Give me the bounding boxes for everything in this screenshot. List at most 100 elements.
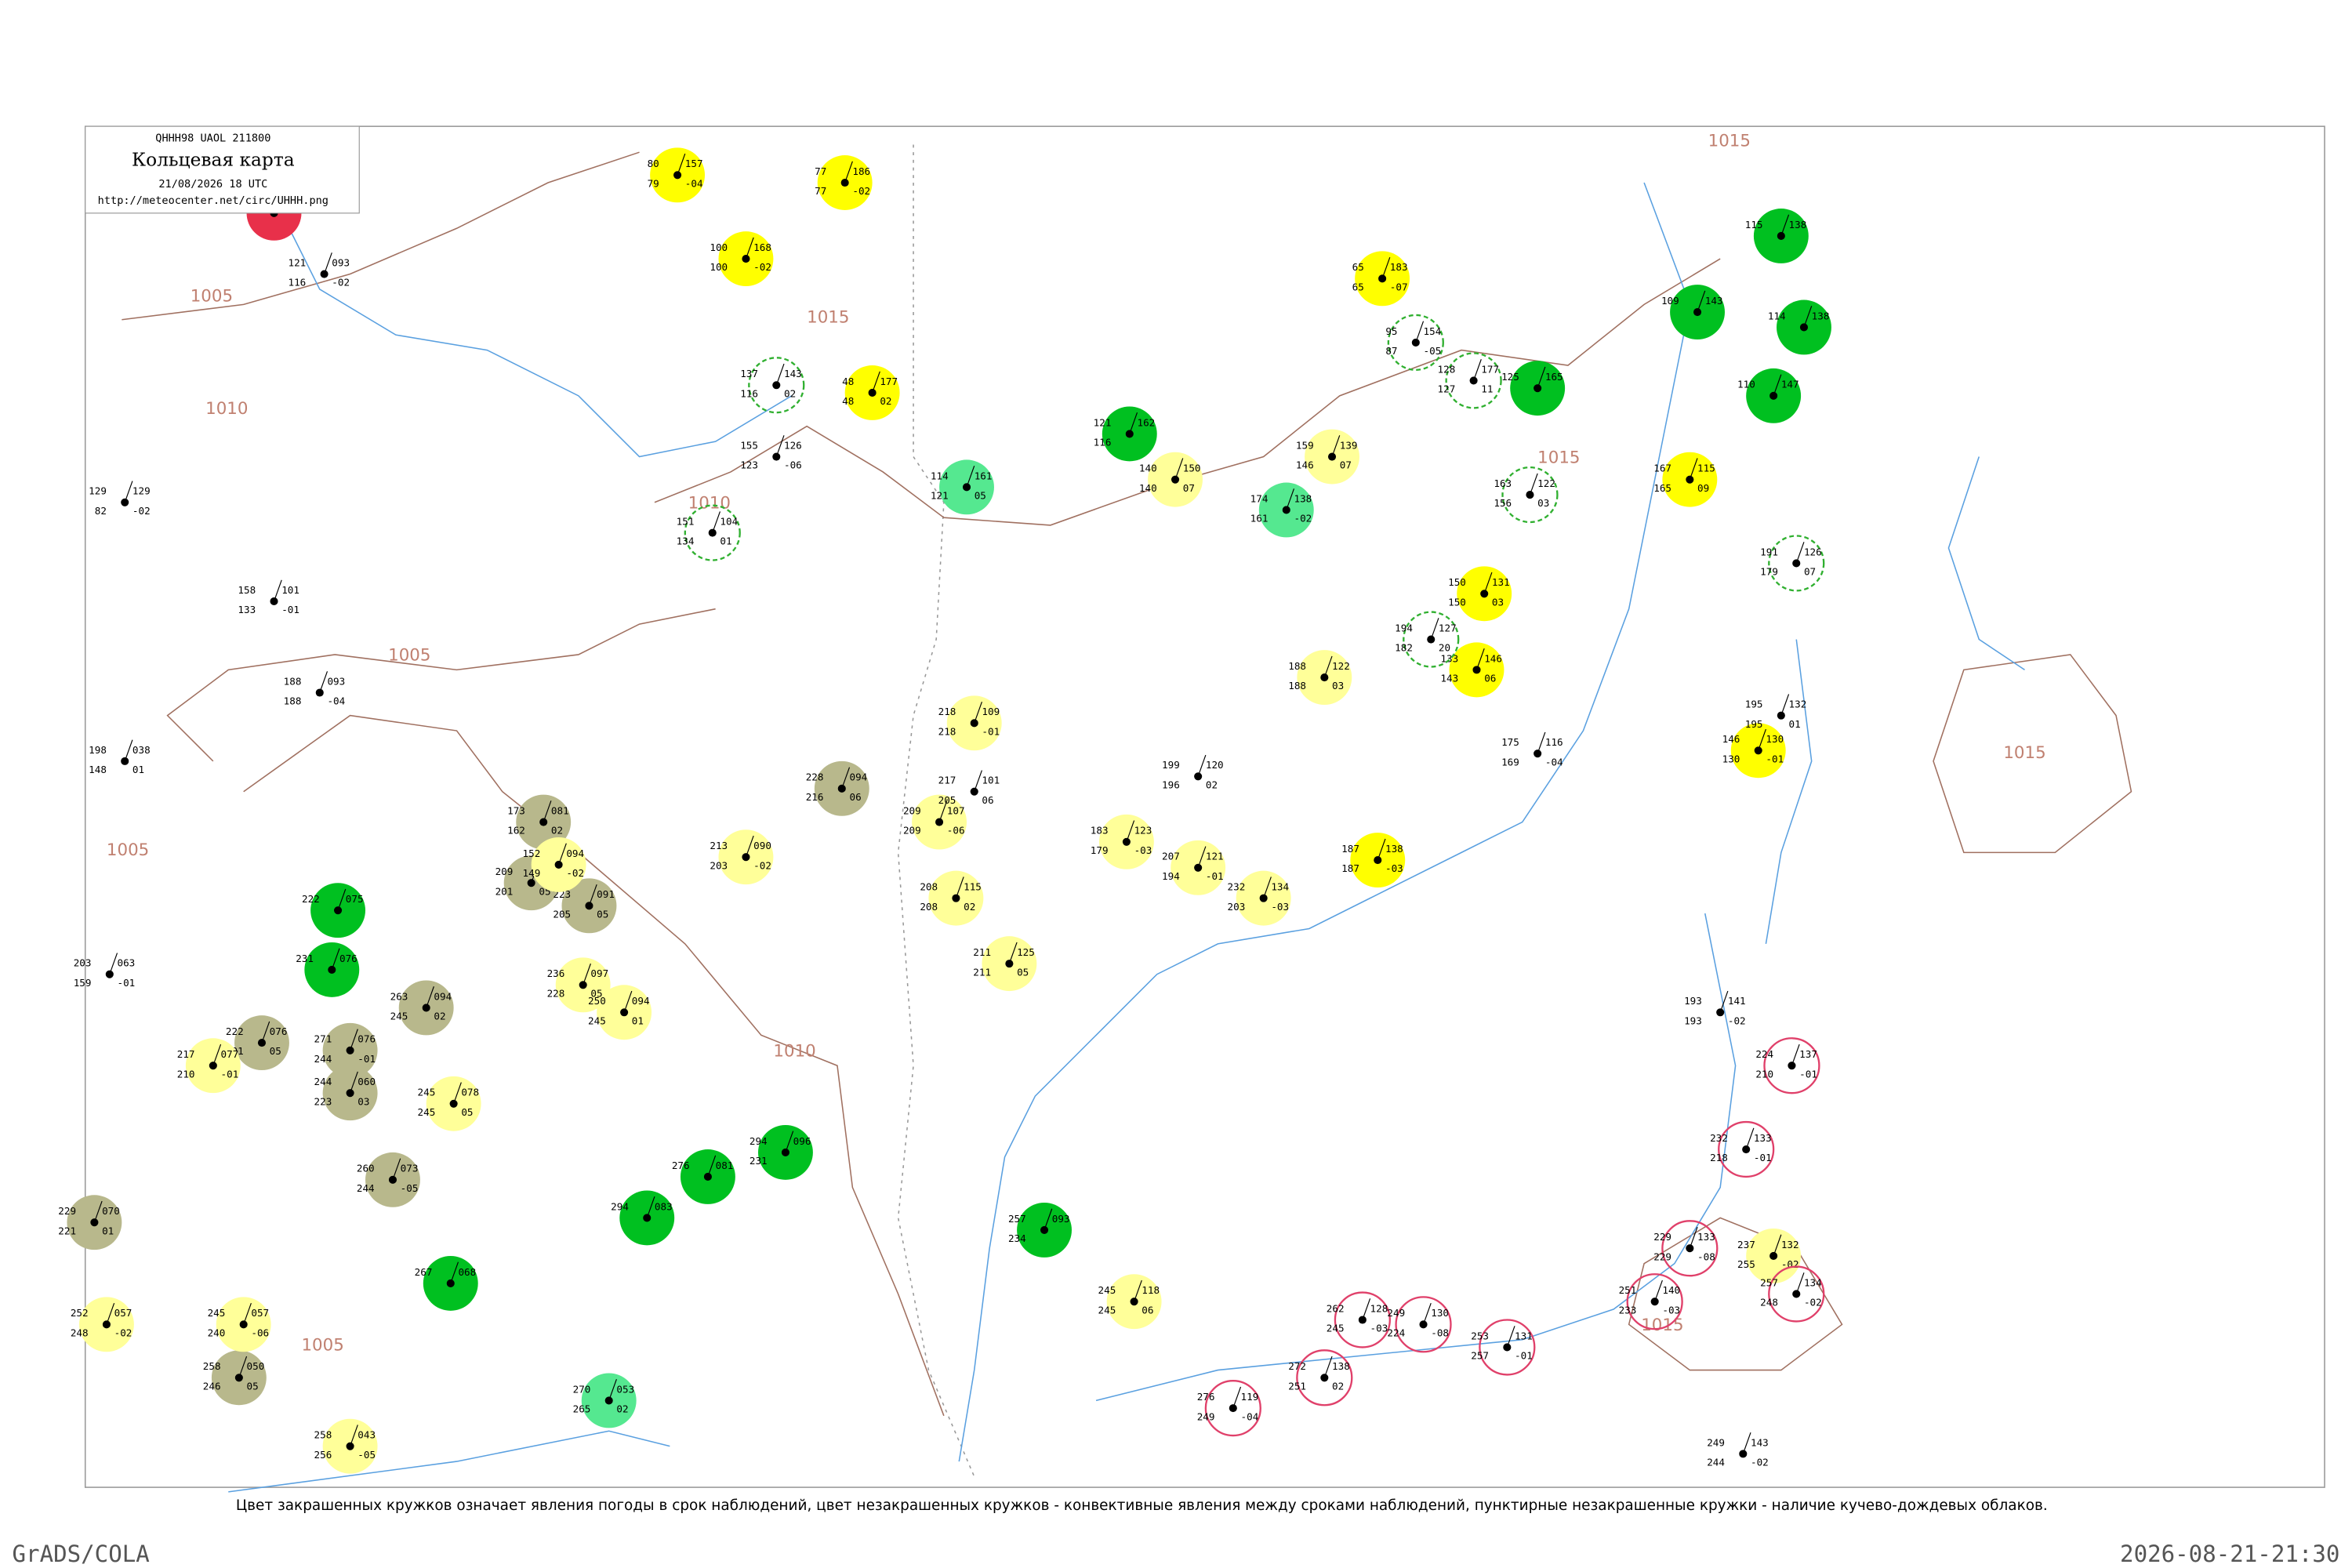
isobar-label: 1005 xyxy=(191,286,233,306)
station-circle xyxy=(1296,1349,1353,1406)
station-value: 183 xyxy=(1091,825,1109,837)
station-value: 133 xyxy=(1754,1132,1772,1144)
station-value: 09 xyxy=(1697,482,1709,494)
station-value: 232 xyxy=(1710,1132,1728,1144)
wind-barb xyxy=(1475,648,1485,670)
station-value: 209 xyxy=(903,825,921,837)
station: 208 115 208 02 xyxy=(920,870,984,926)
station-circle xyxy=(1387,314,1444,372)
station-value: 100 xyxy=(710,241,728,253)
station-value: 094 xyxy=(566,848,584,859)
station-value: 122 xyxy=(1332,660,1350,672)
station-value: 146 xyxy=(1484,652,1502,664)
station-value: 081 xyxy=(716,1160,734,1171)
station-value: 134 xyxy=(1804,1276,1822,1288)
station: 232 134 203 -03 xyxy=(1228,870,1291,926)
station-value: -03 xyxy=(1271,901,1289,913)
station-circle xyxy=(1768,1265,1825,1323)
station-dot xyxy=(105,970,114,978)
station-value: 122 xyxy=(1537,477,1555,489)
station-dot xyxy=(1739,1450,1748,1458)
station-value: 150 xyxy=(1183,463,1201,474)
station-value: 137 xyxy=(1799,1048,1817,1060)
station-dot xyxy=(1005,960,1014,968)
station-value: 252 xyxy=(71,1307,89,1319)
station-value: -01 xyxy=(118,977,136,989)
station-dot xyxy=(1742,1145,1751,1154)
station-value: 208 xyxy=(920,881,938,893)
station-value: 05 xyxy=(247,1380,259,1392)
station-value: 05 xyxy=(597,908,608,920)
wind-barb xyxy=(1232,1386,1242,1409)
station: 65 183 65 -07 xyxy=(1352,251,1410,307)
station-value: 126 xyxy=(1804,546,1822,557)
station-value: 265 xyxy=(573,1403,591,1415)
station-value: 147 xyxy=(1781,379,1799,390)
station-dot xyxy=(1374,856,1382,865)
station-value: 078 xyxy=(461,1087,479,1098)
wind-barb xyxy=(1795,542,1805,564)
station-value: 65 xyxy=(1352,281,1364,292)
station-dot xyxy=(579,981,587,989)
station-dot xyxy=(257,1039,267,1047)
station: 228 094 216 06 xyxy=(806,760,869,816)
wind-barb xyxy=(212,1044,222,1066)
station: 159 139 146 07 xyxy=(1296,429,1359,485)
station-value: 01 xyxy=(102,1225,114,1236)
station-value: 48 xyxy=(842,376,854,387)
wind-barb xyxy=(1134,1279,1142,1302)
wind-barb xyxy=(841,767,851,789)
station-value: 95 xyxy=(1385,325,1397,337)
station-value: -03 xyxy=(1385,862,1403,874)
station-value: 161 xyxy=(1250,513,1269,524)
station-value: 224 xyxy=(1387,1327,1405,1338)
station-value: 249 xyxy=(1197,1410,1215,1422)
station-dot xyxy=(1769,391,1778,400)
station-value: 245 xyxy=(418,1087,436,1098)
station-value: 196 xyxy=(1162,779,1180,790)
station-dot xyxy=(1194,863,1203,872)
station: 146 130 130 -01 xyxy=(1722,723,1786,779)
station: 224 137 210 -01 xyxy=(1755,1037,1820,1094)
station-value: 02 xyxy=(551,825,563,837)
station-value: 129 xyxy=(89,485,107,497)
wind-barb xyxy=(331,948,340,971)
station-circle xyxy=(1479,1319,1536,1376)
wind-barb xyxy=(1377,838,1386,861)
wind-barb xyxy=(1773,1234,1782,1257)
station-value: 03 xyxy=(1332,680,1344,691)
station-value: 06 xyxy=(1484,673,1496,684)
station-circle xyxy=(748,357,805,414)
wind-barb xyxy=(124,481,133,503)
station-value: 187 xyxy=(1341,862,1359,874)
station-value: 245 xyxy=(418,1106,436,1118)
station-value: 294 xyxy=(611,1200,629,1212)
wind-barb xyxy=(337,888,347,911)
station: 232 133 218 -01 xyxy=(1710,1120,1775,1178)
station-value: -07 xyxy=(1390,281,1408,292)
station: 193 141 193 -02 xyxy=(1684,990,1746,1026)
station: 115 138 xyxy=(1745,209,1809,263)
station-value: 123 xyxy=(740,459,758,471)
station-value: 104 xyxy=(720,516,738,528)
station-dot xyxy=(1799,323,1809,332)
station-dot xyxy=(449,1099,458,1108)
station-value: 125 xyxy=(1501,371,1519,383)
station-value: -06 xyxy=(947,825,965,837)
station-value: 138 xyxy=(1332,1360,1350,1372)
station: 155 126 123 -06 xyxy=(740,435,802,471)
station: 211 125 211 05 xyxy=(973,936,1037,992)
station-value: 11 xyxy=(1481,383,1493,395)
station-value: 101 xyxy=(982,775,1000,786)
station-value: 120 xyxy=(1206,759,1224,771)
station-value: 217 xyxy=(938,775,956,786)
station-value: 125 xyxy=(1017,946,1035,958)
wind-barb xyxy=(974,701,982,724)
header-title: Кольцевая карта xyxy=(132,150,295,171)
wind-barb xyxy=(1008,942,1018,964)
station-value: 06 xyxy=(1142,1304,1153,1316)
station: 95 154 87 -05 xyxy=(1385,314,1444,372)
station-value: 48 xyxy=(842,395,854,407)
station-value: 116 xyxy=(1094,437,1112,448)
caption: Цвет закрашенных кружков означает явлени… xyxy=(236,1497,2048,1514)
